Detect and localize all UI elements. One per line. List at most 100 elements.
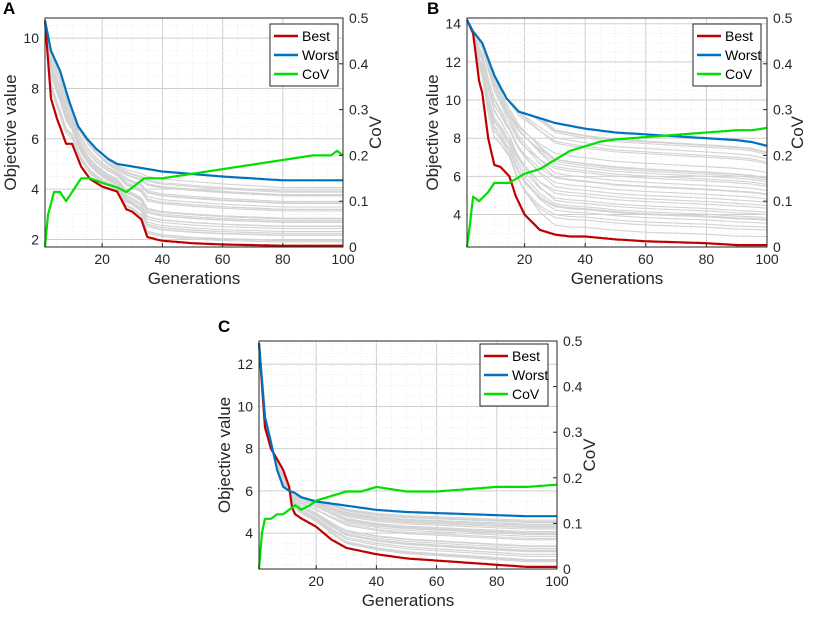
y-tick-label: 12	[445, 54, 461, 70]
series-best-line	[465, 19, 767, 247]
y2-tick-label: 0.5	[773, 10, 793, 26]
y2-tick-label: 0.1	[349, 193, 369, 209]
population-curve	[44, 20, 343, 236]
population-curve	[466, 19, 768, 195]
y2-tick-label: 0.1	[563, 515, 583, 531]
x-tick-label: 60	[638, 251, 654, 267]
axes-box	[44, 17, 344, 248]
population-curve	[258, 343, 557, 553]
y2-axis-label: CoV	[580, 438, 599, 472]
population-curve	[466, 19, 768, 224]
population-curve	[466, 19, 768, 187]
x-tick-label: 60	[429, 573, 445, 589]
y-tick-label: 10	[237, 398, 253, 414]
y-tick-label: 6	[245, 483, 253, 499]
population-curve	[44, 20, 343, 197]
panel-c: 20 40 60 80 100 4 6 8 10 12 0 0.1 0.2 0.3 0.4 0.5 Genera…	[215, 317, 599, 610]
population-curve	[44, 20, 343, 211]
x-tick-label: 20	[308, 573, 324, 589]
population-curve	[466, 19, 768, 183]
y2-tick-label: 0.4	[563, 379, 583, 395]
y2-tick-label: 0.3	[773, 102, 793, 118]
legend-label-cov: CoV	[512, 386, 540, 402]
population-curve	[466, 19, 768, 228]
population-curve	[466, 19, 768, 213]
y2-tick-label: 0.5	[349, 10, 369, 26]
population-curve	[258, 343, 557, 563]
population-curve	[466, 19, 768, 231]
y-tick-label: 4	[453, 207, 461, 223]
y-tick-label: 2	[31, 231, 39, 247]
legend-label-cov: CoV	[302, 66, 330, 82]
y2-tick-label: 0.3	[349, 102, 369, 118]
legend-label-cov: CoV	[725, 66, 753, 82]
legend: Best Worst CoV	[479, 343, 549, 407]
population-curve	[466, 19, 768, 200]
series-cov-line	[43, 149, 344, 248]
population-curve	[258, 343, 557, 562]
x-tick-label: 40	[155, 251, 171, 267]
legend-label-best: Best	[302, 28, 330, 44]
axes-box	[258, 340, 558, 570]
population-curve	[258, 343, 557, 533]
series-cov-line	[257, 483, 558, 570]
population-curve	[44, 20, 343, 243]
y-axis-label: Objective value	[423, 74, 442, 190]
population-curve	[258, 343, 557, 525]
y2-tick-label: 0	[773, 239, 781, 255]
population-curves	[258, 343, 557, 563]
y-tick-label: 12	[237, 356, 253, 372]
y2-tick-label: 0.4	[773, 56, 793, 72]
y2-tick-label: 0.2	[349, 147, 369, 163]
population-curve	[466, 19, 768, 207]
legend: Best Worst CoV	[269, 23, 339, 87]
y-tick-label: 6	[31, 131, 39, 147]
x-tick-label: 40	[369, 573, 385, 589]
y2-tick-label: 0.1	[773, 193, 793, 209]
population-curve	[466, 19, 768, 209]
population-curve	[258, 343, 557, 536]
panel-a: 20 40 60 80 10024681000.10.20.30.40.5Generat…	[1, 0, 385, 288]
panel-letter: A	[3, 0, 15, 18]
x-axis-label: Generations	[148, 269, 241, 288]
legend-label-best: Best	[725, 28, 753, 44]
panel-letter: C	[218, 317, 230, 336]
population-curve	[258, 343, 557, 547]
population-curve	[44, 20, 343, 212]
y-tick-label: 8	[245, 441, 253, 457]
x-tick-label: 100	[331, 251, 355, 267]
population-curve	[466, 19, 768, 219]
series-worst-line	[466, 19, 768, 147]
panel-letter: B	[427, 0, 439, 18]
y2-tick-label: 0.2	[563, 470, 583, 486]
population-curve	[466, 19, 768, 221]
y-tick-label: 14	[445, 16, 461, 32]
y-tick-label: 10	[445, 92, 461, 108]
x-tick-label: 20	[94, 251, 110, 267]
y2-tick-label: 0.4	[349, 56, 369, 72]
axes-box	[466, 17, 768, 248]
population-curve	[44, 20, 343, 219]
y-axis-label: Objective value	[1, 74, 20, 190]
x-tick-label: 40	[577, 251, 593, 267]
y-tick-label: 10	[23, 30, 39, 46]
y-axis-label: Objective value	[215, 397, 234, 513]
population-curve	[466, 19, 768, 196]
population-curve	[258, 343, 557, 556]
y2-axis-label: CoV	[788, 115, 807, 149]
series-best-line	[257, 343, 557, 569]
series-best-line	[43, 20, 343, 247]
legend-label-worst: Worst	[302, 47, 338, 63]
x-axis-label: Generations	[571, 269, 664, 288]
y2-tick-label: 0.2	[773, 147, 793, 163]
y-tick-label: 4	[31, 181, 39, 197]
series-cov-line	[465, 126, 768, 248]
y-tick-label: 8	[31, 80, 39, 96]
x-tick-label: 60	[215, 251, 231, 267]
legend: Best Worst CoV	[692, 23, 762, 87]
population-curve	[258, 343, 557, 547]
population-curve	[44, 20, 343, 220]
population-curve	[44, 20, 343, 232]
y2-tick-label: 0	[563, 561, 571, 577]
population-curve	[44, 20, 343, 241]
